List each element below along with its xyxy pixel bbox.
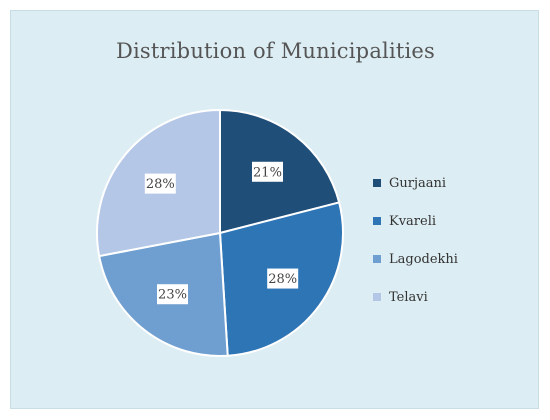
legend-label: Kvareli [389, 213, 437, 229]
data-label-box [144, 173, 176, 194]
legend-swatch [373, 293, 381, 301]
chart-title: Distribution of Municipalities [115, 39, 436, 63]
pie-chart: 21% 28% 23% 28% [96, 108, 344, 357]
chart-area: Distribution of Municipalities 21% 28% 23%… [10, 10, 539, 409]
legend-item-gurjaani: Gurjaani [373, 164, 458, 202]
data-label-text: 28% [268, 272, 297, 287]
data-label-text: 23% [158, 288, 187, 303]
legend-label: Lagodekhi [389, 251, 458, 267]
legend-label: Gurjaani [389, 175, 447, 191]
legend: Gurjaani Kvareli Lagodekhi Telavi [373, 164, 458, 316]
data-label-text: 21% [253, 165, 282, 180]
legend-swatch [373, 217, 381, 225]
data-label-kvareli: 28% [267, 268, 299, 289]
legend-label: Telavi [389, 289, 428, 305]
legend-item-kvareli: Kvareli [373, 202, 458, 240]
data-label-box [157, 284, 189, 305]
legend-swatch [373, 179, 381, 187]
data-label-lagodekhi: 23% [157, 284, 189, 305]
legend-item-lagodekhi: Lagodekhi [373, 240, 458, 278]
legend-swatch [373, 255, 381, 263]
data-label-telavi: 28% [144, 173, 176, 194]
legend-item-telavi: Telavi [373, 278, 458, 316]
data-label-box [267, 268, 299, 289]
data-label-text: 28% [146, 177, 175, 192]
data-label-box [251, 161, 283, 182]
data-label-gurjaani: 21% [251, 161, 283, 182]
